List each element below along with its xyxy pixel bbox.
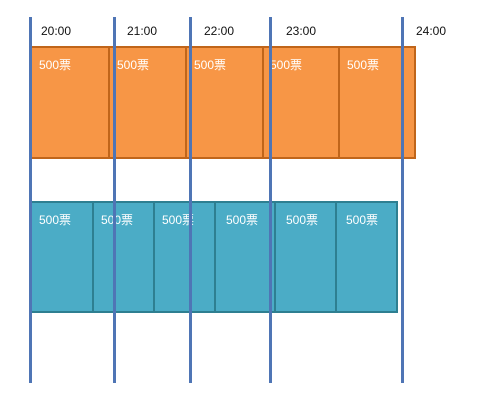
teal-block-label: 500票 [346, 213, 379, 227]
orange-block: 500票 [338, 46, 416, 159]
orange-block-label: 500票 [39, 58, 72, 72]
teal-block: 500票 [153, 201, 216, 313]
time-label-2400: 24:00 [416, 24, 447, 38]
teal-block-label: 500票 [39, 213, 72, 227]
hour-line-2000 [29, 17, 32, 383]
orange-block: 500票 [108, 46, 187, 159]
time-label-2200: 22:00 [204, 24, 235, 38]
orange-block-label: 500票 [270, 58, 303, 72]
teal-block: 500票 [274, 201, 337, 313]
teal-block: 500票 [214, 201, 276, 313]
hour-line-2100 [113, 17, 116, 383]
hour-line-2300 [269, 17, 272, 383]
teal-block-label: 500票 [101, 213, 134, 227]
time-label-2000: 20:00 [41, 24, 72, 38]
time-label-2100: 21:00 [127, 24, 158, 38]
orange-block-label: 500票 [347, 58, 380, 72]
teal-block-label: 500票 [162, 213, 195, 227]
teal-block-label: 500票 [286, 213, 319, 227]
hour-line-2400 [401, 17, 404, 383]
orange-block: 500票 [30, 46, 110, 159]
time-label-2300: 23:00 [286, 24, 317, 38]
orange-block: 500票 [262, 46, 340, 159]
teal-block: 500票 [335, 201, 398, 313]
teal-block: 500票 [92, 201, 155, 313]
teal-block-label: 500票 [226, 213, 259, 227]
teal-block: 500票 [30, 201, 94, 313]
orange-block-label: 500票 [194, 58, 227, 72]
hour-line-2200 [189, 17, 192, 383]
orange-block: 500票 [185, 46, 264, 159]
orange-block-label: 500票 [117, 58, 150, 72]
